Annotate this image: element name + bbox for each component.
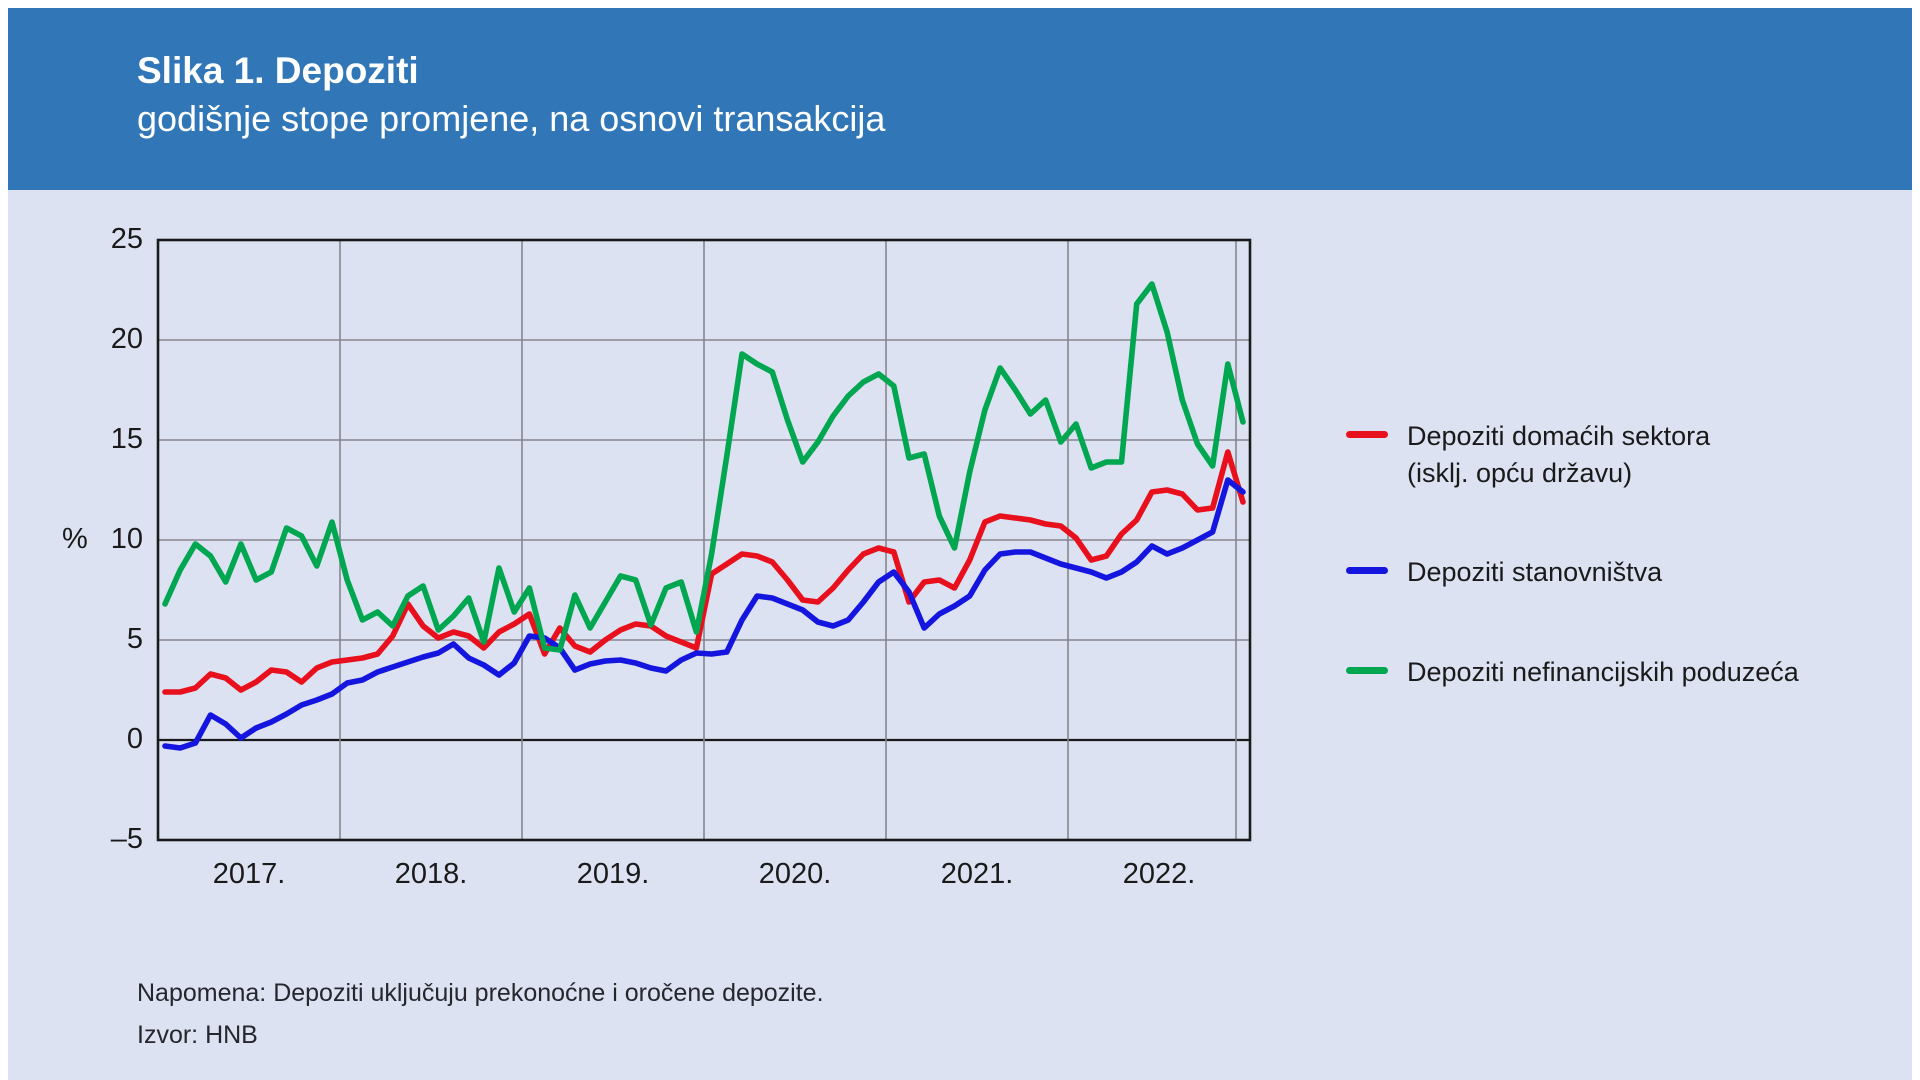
y-tick-label: 0 xyxy=(126,723,143,755)
legend-label: Depoziti nefinancijskih poduzeća xyxy=(1407,657,1799,688)
chart-legend: Depoziti domaćih sektora (isklj. opću dr… xyxy=(1346,418,1799,691)
y-tick-label: –5 xyxy=(110,823,143,855)
x-year-label: 2022. xyxy=(1122,858,1196,890)
x-year-label: 2019. xyxy=(576,858,650,890)
legend-item-domaci-sektori: Depoziti domaćih sektora (isklj. opću dr… xyxy=(1346,418,1799,491)
figure-footnotes: Napomena: Depoziti uključuju prekonoćne … xyxy=(137,975,824,1054)
figure-header: Slika 1. Depoziti godišnje stope promjen… xyxy=(8,8,1912,190)
source-text: Izvor: HNB xyxy=(137,1020,258,1049)
legend-item-nefinancijska-poduzeca: Depoziti nefinancijskih poduzeća xyxy=(1346,654,1799,691)
x-year-label: 2020. xyxy=(758,858,832,890)
note-text: Napomena: Depoziti uključuju prekonoćne … xyxy=(137,979,824,1007)
legend-red-line-swatch xyxy=(1346,431,1388,438)
y-tick-label: 5 xyxy=(126,623,143,655)
y-axis-unit-label: % xyxy=(62,523,88,555)
legend-blue-line-swatch xyxy=(1346,567,1388,575)
legend-item-stanovnistvo: Depoziti stanovništva xyxy=(1346,554,1799,591)
y-tick-label: 25 xyxy=(110,223,143,255)
figure-subtitle: godišnje stope promjene, na osnovi trans… xyxy=(137,98,886,139)
figure-title: Slika 1. Depoziti xyxy=(137,50,419,91)
x-year-label: 2018. xyxy=(394,858,468,890)
x-year-label: 2021. xyxy=(940,858,1014,890)
y-tick-label: 10 xyxy=(110,523,143,555)
series-line-depoziti-doma-ih-sektora-isklj-op-u-dr-a xyxy=(162,449,1246,695)
series-line-depoziti-stanovni-tva xyxy=(162,477,1246,751)
legend-green-line-swatch xyxy=(1346,667,1388,675)
x-year-label: 2017. xyxy=(212,858,286,890)
y-tick-label: 15 xyxy=(110,423,143,455)
legend-label: Depoziti stanovništva xyxy=(1407,557,1663,588)
y-tick-label: 20 xyxy=(110,323,143,355)
legend-label: Depoziti domaćih sektora (isklj. opću dr… xyxy=(1407,421,1711,488)
series-line-depoziti-nefinancijskih-poduze-a xyxy=(162,281,1246,653)
plot-frame xyxy=(156,238,1252,842)
